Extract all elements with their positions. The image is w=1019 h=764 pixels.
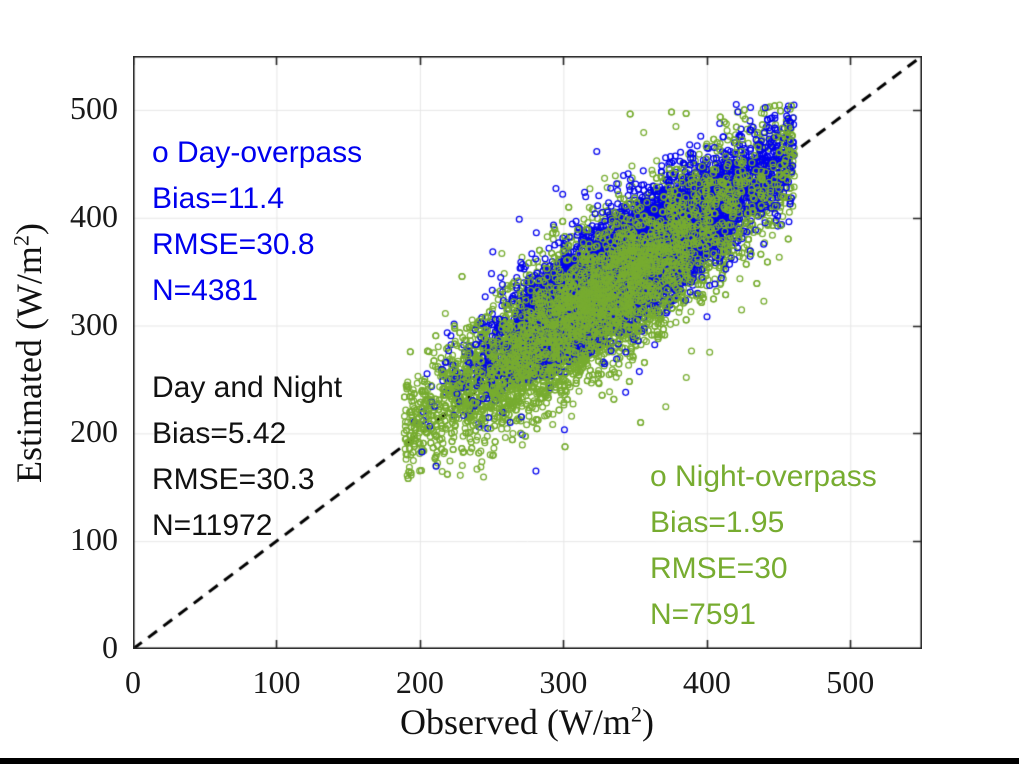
x-tick-label: 500	[826, 664, 875, 700]
x-tick-label: 400	[682, 664, 731, 700]
x-axis-label-close: )	[642, 702, 655, 742]
x-tick-label: 0	[125, 664, 141, 700]
x-tick-label: 100	[252, 664, 301, 700]
y-tick-label: 400	[70, 197, 118, 234]
scatter-plot-canvas	[133, 56, 922, 649]
y-axis-label-superscript: 2	[8, 234, 34, 247]
y-tick-label: 300	[70, 305, 118, 342]
y-axis-label-close: )	[9, 222, 49, 235]
x-tick-label: 200	[395, 664, 444, 700]
y-tick-label: 200	[70, 413, 118, 450]
x-axis-label-superscript: 2	[630, 701, 643, 727]
x-tick-label: 300	[539, 664, 588, 700]
y-tick-label: 500	[70, 89, 118, 126]
y-tick-label: 0	[102, 629, 118, 665]
x-axis-label: Observed (W/m2)	[327, 701, 727, 743]
y-axis-label: Estimated (W/m2)	[8, 153, 52, 553]
bottom-border-bar	[0, 758, 1019, 764]
x-axis-label-text: Observed (W/m	[399, 702, 631, 742]
y-tick-label: 100	[70, 521, 118, 558]
y-axis-label-text: Estimated (W/m	[9, 246, 49, 484]
